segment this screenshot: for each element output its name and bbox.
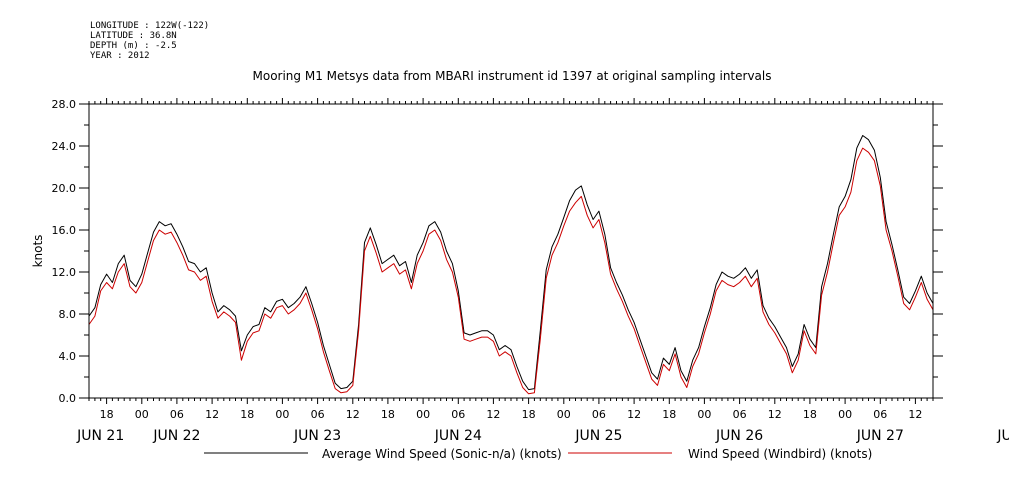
tick-marks — [79, 98, 943, 404]
x-tick-label: 18 — [803, 408, 817, 421]
chart-title: Mooring M1 Metsys data from MBARI instru… — [253, 69, 772, 83]
y-tick-label: 0.0 — [59, 392, 77, 405]
y-tick-label: 20.0 — [52, 182, 77, 195]
x-date-label: JUN 21 — [76, 428, 124, 444]
x-tick-label: 00 — [838, 408, 852, 421]
x-date-label: JUN 27 — [856, 428, 904, 444]
series-line-average-wind-speed — [88, 135, 934, 391]
series-lines — [88, 135, 934, 395]
meta-year: YEAR : 2012 — [90, 51, 150, 61]
x-tick-label: 06 — [451, 408, 465, 421]
x-tick-label: 18 — [240, 408, 254, 421]
x-date-label: JUN 25 — [574, 428, 622, 444]
series-line-windbird — [88, 147, 934, 395]
x-tick-label: 00 — [697, 408, 711, 421]
y-tick-label: 12.0 — [52, 266, 77, 279]
x-tick-label: 06 — [311, 408, 325, 421]
x-tick-label: 12 — [908, 408, 922, 421]
y-tick-label: 8.0 — [59, 308, 77, 321]
meta-latitude: LATITUDE : 36.8N — [90, 31, 177, 41]
metadata-block: LONGITUDE : 122W(-122) LATITUDE : 36.8N … — [90, 21, 209, 61]
x-tick-labels: 18 00 06 12 18 00 06 12 18 00 06 12 18 00 06 12 18 00 06 12… — [76, 408, 1009, 444]
x-tick-label: 00 — [135, 408, 149, 421]
x-tick-label: 12 — [346, 408, 360, 421]
x-date-label: JUN 28 — [996, 428, 1009, 444]
meta-depth: DEPTH (m) : -2.5 — [90, 41, 177, 51]
x-tick-label: 00 — [557, 408, 571, 421]
legend-label-average-wind-speed: Average Wind Speed (Sonic-n/a) (knots) — [322, 447, 562, 461]
x-tick-label: 06 — [592, 408, 606, 421]
plot-frame — [88, 103, 934, 399]
x-tick-label: 12 — [768, 408, 782, 421]
x-tick-label: 00 — [275, 408, 289, 421]
x-tick-label: 06 — [733, 408, 747, 421]
x-tick-label: 18 — [381, 408, 395, 421]
x-tick-label: 12 — [205, 408, 219, 421]
y-tick-label: 16.0 — [52, 224, 77, 237]
x-date-label: JUN 22 — [152, 428, 200, 444]
x-tick-label: 18 — [662, 408, 676, 421]
x-tick-label: 06 — [170, 408, 184, 421]
meta-longitude: LONGITUDE : 122W(-122) — [90, 21, 209, 31]
x-tick-label: 12 — [486, 408, 500, 421]
x-date-label: JUN 26 — [715, 428, 763, 444]
y-tick-labels: 0.0 4.0 8.0 12.0 16.0 20.0 24.0 28.0 — [52, 98, 77, 405]
y-tick-label: 4.0 — [59, 350, 77, 363]
x-tick-label: 12 — [627, 408, 641, 421]
y-tick-label: 24.0 — [52, 140, 77, 153]
x-tick-label: 06 — [873, 408, 887, 421]
legend: Average Wind Speed (Sonic-n/a) (knots) W… — [204, 447, 872, 461]
x-date-label: JUN 23 — [293, 428, 341, 444]
y-axis-label: knots — [31, 235, 45, 268]
x-tick-label: 18 — [522, 408, 536, 421]
y-tick-label: 28.0 — [52, 98, 77, 111]
legend-label-windbird: Wind Speed (Windbird) (knots) — [688, 447, 872, 461]
x-date-label: JUN 24 — [434, 428, 482, 444]
x-tick-label: 18 — [100, 408, 114, 421]
x-tick-label: 00 — [416, 408, 430, 421]
